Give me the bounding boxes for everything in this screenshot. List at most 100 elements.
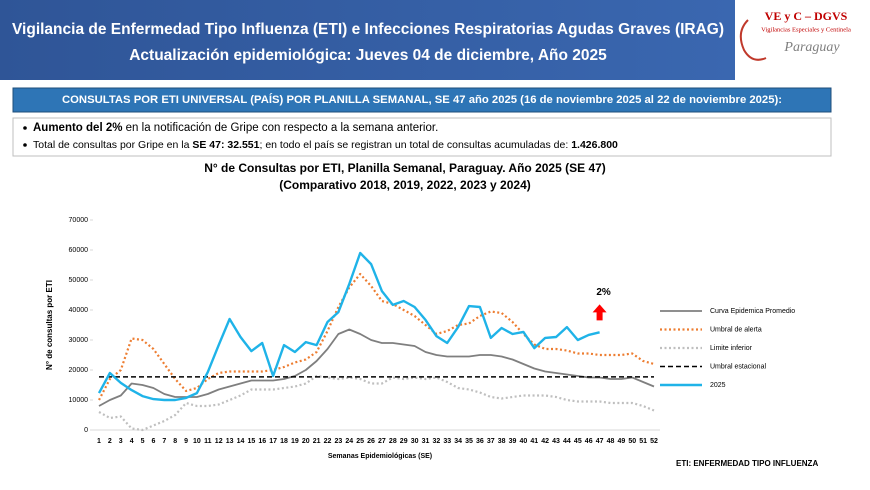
- section-band: [12, 87, 832, 113]
- y-tick-label: 70000: [69, 217, 89, 224]
- x-tick-label: 1: [97, 438, 101, 445]
- x-tick-label: 10: [193, 438, 201, 445]
- header-title: Vigilancia de Enfermedad Tipo Influenza …: [12, 21, 724, 38]
- x-tick-label: 5: [141, 438, 145, 445]
- chart-subtitle: (Comparativo 2018, 2019, 2022, 2023 y 20…: [279, 178, 531, 192]
- x-tick-label: 45: [574, 438, 582, 445]
- x-tick-label: 7: [162, 438, 166, 445]
- legend-label: Limite inferior: [710, 345, 753, 352]
- x-tick-label: 51: [639, 438, 647, 445]
- footnote: ETI: ENFERMEDAD TIPO INFLUENZA: [676, 459, 818, 468]
- x-tick-label: 48: [607, 438, 615, 445]
- x-tick-label: 37: [487, 438, 495, 445]
- annotation-arrow: [592, 304, 607, 321]
- x-tick-label: 9: [184, 438, 188, 445]
- series-line: [98, 328, 655, 407]
- bullet-dot: [23, 143, 27, 147]
- x-tick-label: 31: [422, 438, 430, 445]
- x-tick-label: 24: [345, 438, 353, 445]
- x-tick-label: 41: [530, 438, 538, 445]
- x-tick-label: 26: [367, 438, 375, 445]
- series-line: [97, 251, 600, 402]
- bullet-box: [12, 117, 832, 157]
- series-line: [98, 374, 655, 432]
- legend-label: Umbral de alerta: [710, 326, 762, 333]
- legend-label: 2025: [710, 382, 726, 389]
- x-tick-label: 34: [454, 438, 462, 445]
- legend-label: Umbral estacional: [710, 363, 766, 370]
- x-tick-label: 12: [215, 438, 223, 445]
- x-tick-label: 44: [563, 438, 571, 445]
- x-tick-label: 8: [173, 438, 177, 445]
- x-tick-label: 38: [498, 438, 506, 445]
- x-tick-label: 33: [443, 438, 451, 445]
- x-tick-label: 35: [465, 438, 473, 445]
- x-tick-label: 6: [151, 438, 155, 445]
- bullets: Aumento del 2% en la notificación de Gri…: [23, 122, 618, 151]
- x-tick-label: 3: [119, 438, 123, 445]
- x-tick-label: 40: [520, 438, 528, 445]
- logo-country: Paraguay: [783, 40, 840, 55]
- x-tick-label: 29: [400, 438, 408, 445]
- header-band: [0, 0, 735, 80]
- x-tick-label: 32: [432, 438, 440, 445]
- header-subtitle: Actualización epidemiológica: Jueves 04 …: [129, 47, 607, 64]
- bullet-text: Total de consultas por Gripe en la SE 47…: [33, 139, 618, 151]
- x-tick-label: 15: [247, 438, 255, 445]
- x-tick-label: 46: [585, 438, 593, 445]
- legend-label: Curva Epidemica Promedio: [710, 308, 795, 315]
- x-tick-label: 52: [650, 438, 658, 445]
- x-tick-label: 21: [313, 438, 321, 445]
- x-tick-label: 20: [302, 438, 310, 445]
- bullet-dot: [23, 126, 27, 130]
- x-tick-label: 4: [130, 438, 134, 445]
- chart-title: N° de Consultas por ETI, Planilla Semana…: [204, 161, 606, 175]
- x-tick-label: 19: [291, 438, 299, 445]
- x-tick-label: 49: [617, 438, 625, 445]
- bullet-part: SE 47: 32.551: [192, 139, 259, 151]
- bullet-part: 1.426.800: [571, 139, 618, 151]
- x-tick-label: 27: [378, 438, 386, 445]
- section-title: CONSULTAS POR ETI UNIVERSAL (PAÍS) POR P…: [62, 93, 782, 106]
- x-tick-label: 25: [356, 438, 364, 445]
- x-tick-label: 22: [324, 438, 332, 445]
- x-tick-label: 36: [476, 438, 484, 445]
- logo-swoosh: [739, 19, 767, 61]
- y-tick-label: 20000: [69, 367, 89, 374]
- x-axis-label: Semanas Epidemiológicas (SE): [328, 453, 432, 460]
- series-line: [98, 272, 655, 401]
- x-tick-label: 50: [628, 438, 636, 445]
- x-tick-label: 18: [280, 438, 288, 445]
- x-tick-label: 23: [335, 438, 343, 445]
- bullet-part: Aumento del 2%: [33, 122, 122, 134]
- x-tick-label: 13: [226, 438, 234, 445]
- y-tick-label: 60000: [69, 247, 89, 254]
- x-tick-label: 11: [204, 438, 212, 445]
- x-tick-label: 39: [509, 438, 517, 445]
- y-tick-label: 30000: [69, 337, 89, 344]
- x-tick-label: 30: [411, 438, 419, 445]
- y-tick-label: 50000: [69, 277, 89, 284]
- bullet-text: Aumento del 2% en la notificación de Gri…: [33, 122, 438, 134]
- x-tick-label: 17: [269, 438, 277, 445]
- bullet-part: en la notificación de Gripe con respecto…: [122, 122, 438, 134]
- bullet-part: Total de consultas por Gripe en la: [33, 139, 192, 151]
- logo-title: VE y C – DGVS: [765, 9, 848, 23]
- x-tick-label: 28: [389, 438, 397, 445]
- x-tick-label: 43: [552, 438, 560, 445]
- y-tick-label: 0: [84, 427, 88, 434]
- y-tick-label: 40000: [69, 307, 89, 314]
- bullet-part: ; en todo el país se registran un total …: [259, 139, 571, 151]
- x-tick-label: 16: [258, 438, 266, 445]
- logo-subtitle: Vigilancias Especiales y Centinela: [761, 26, 851, 33]
- chart: N° de Consultas por ETI, Planilla Semana…: [45, 161, 795, 460]
- x-tick-label: 14: [237, 438, 245, 445]
- x-tick-label: 47: [596, 438, 604, 445]
- x-tick-label: 42: [541, 438, 549, 445]
- y-axis-label: N° de consultas por ETI: [45, 280, 54, 370]
- x-tick-label: 2: [108, 438, 112, 445]
- annotation: 2%: [596, 287, 611, 298]
- y-tick-label: 10000: [69, 397, 89, 404]
